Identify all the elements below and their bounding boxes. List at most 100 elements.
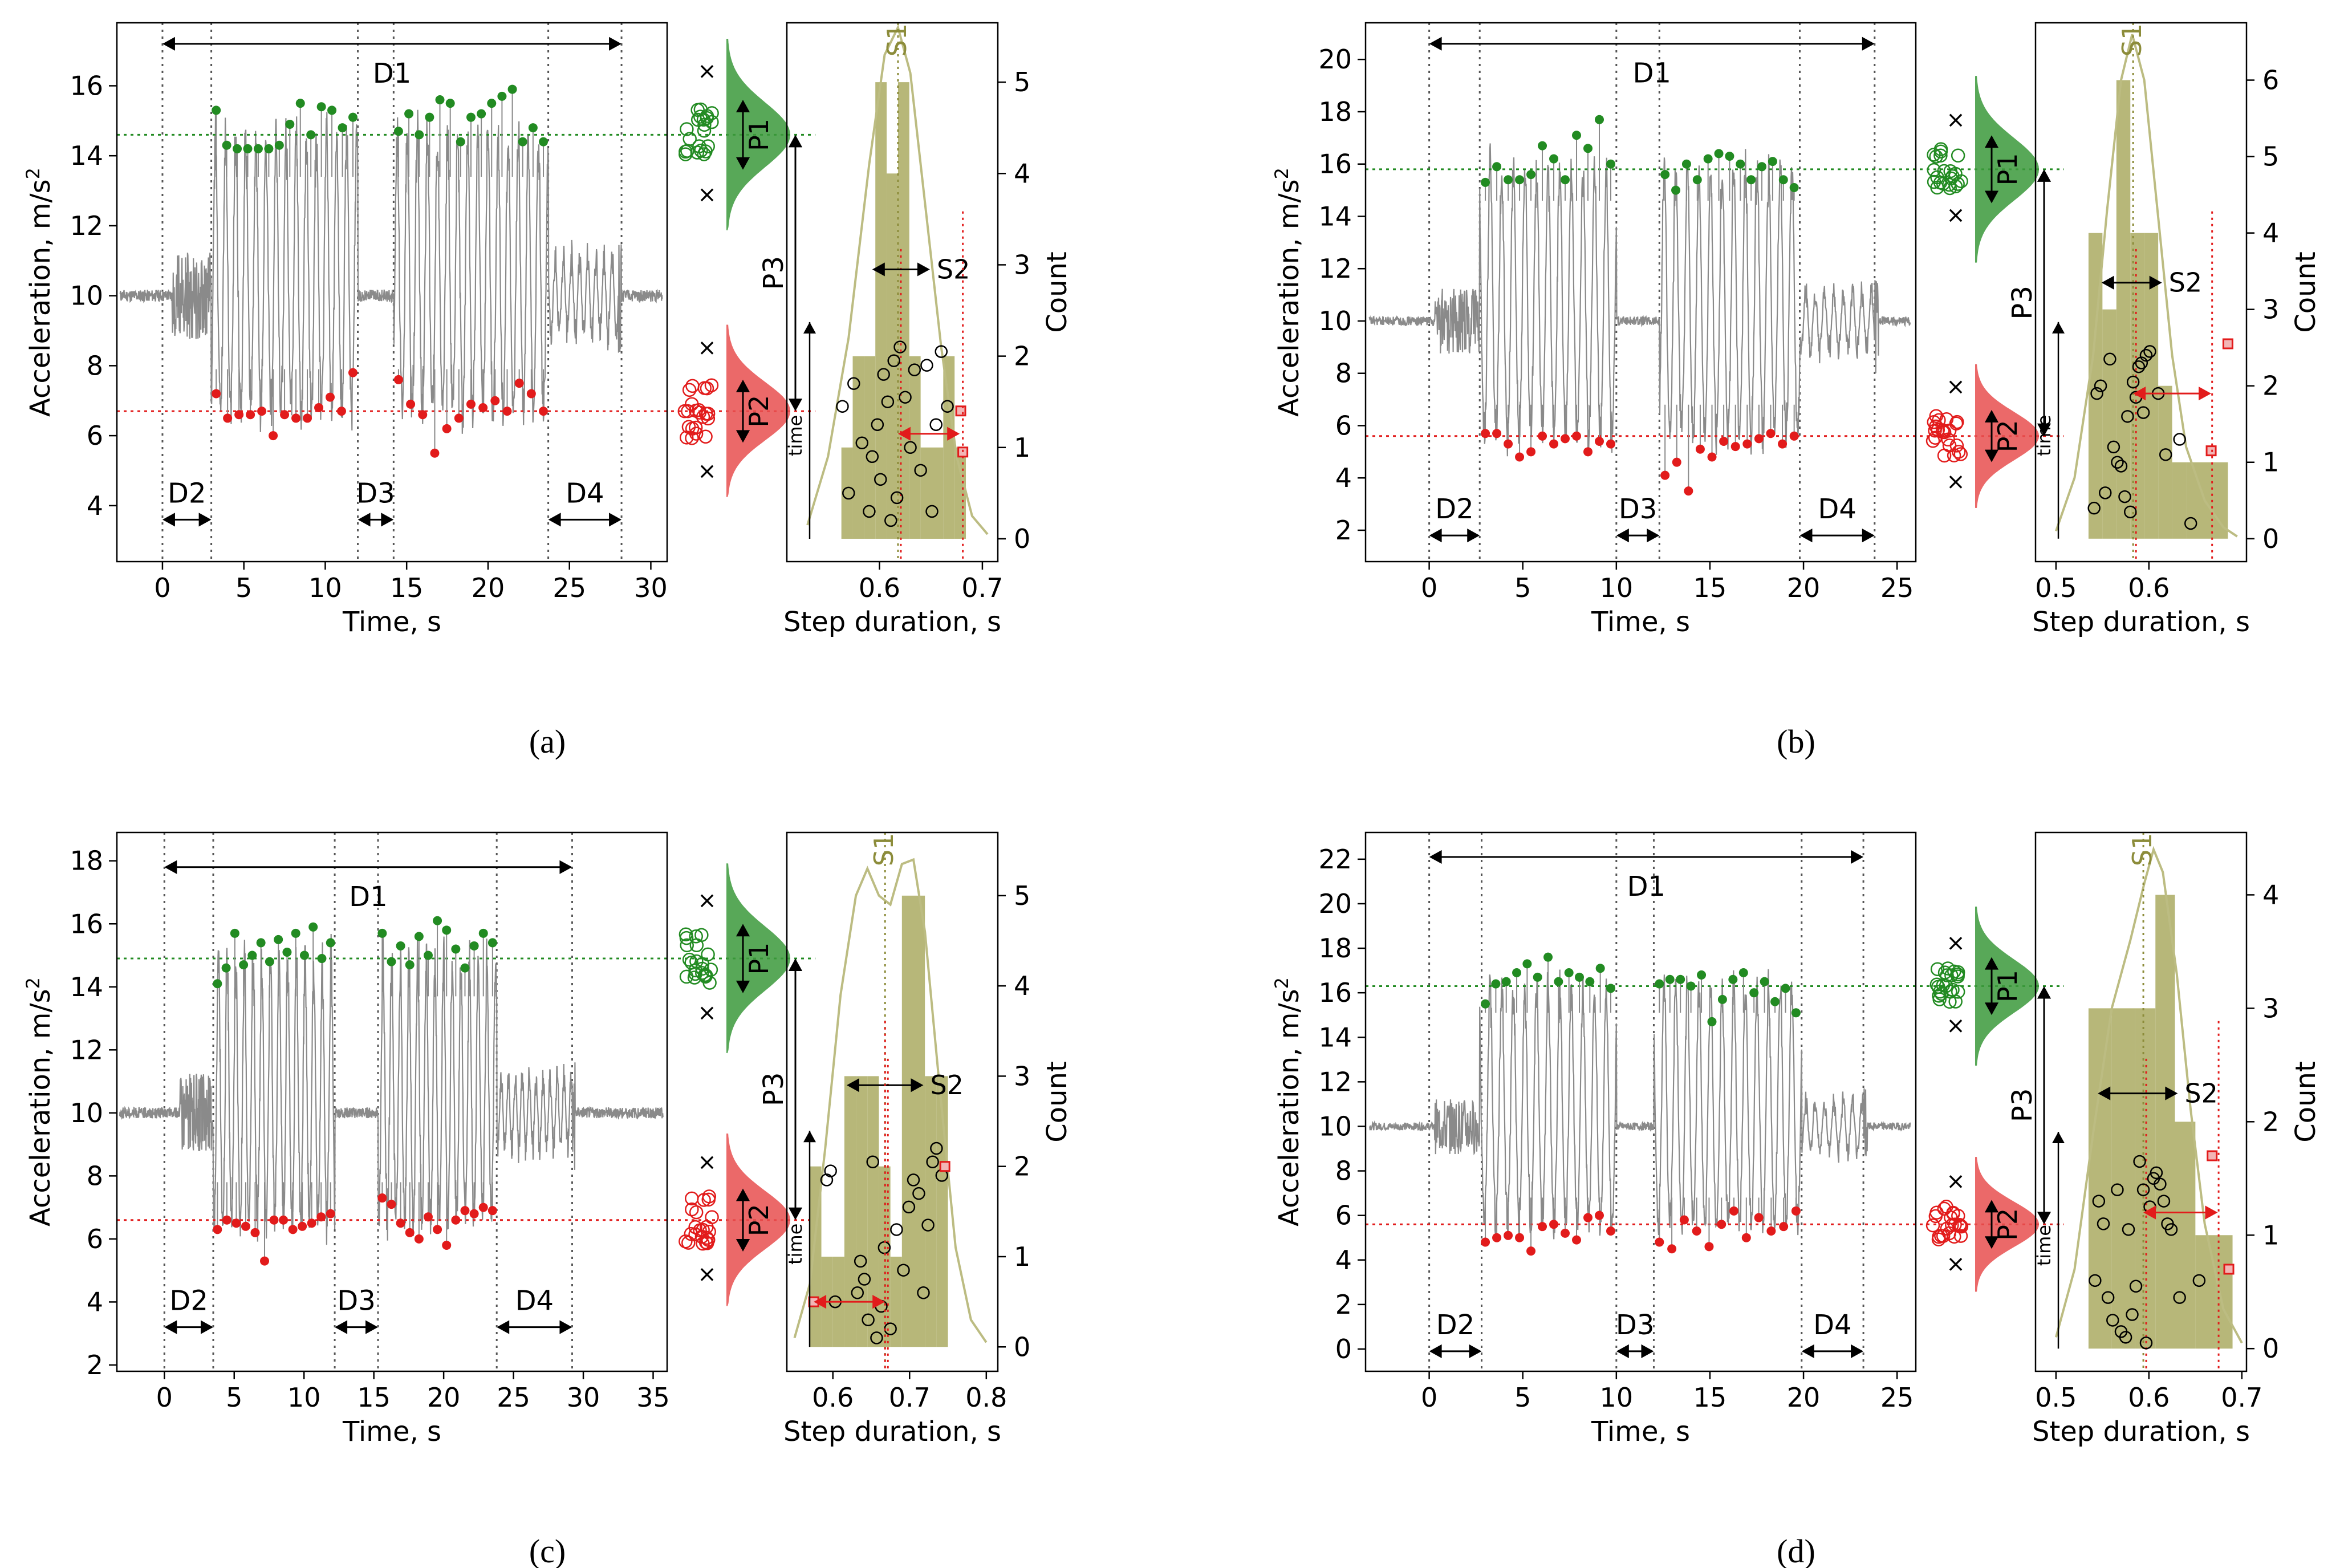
step-duration-plot: S1 S2 time 0.5 0.6 0.70 1 2 3 4 Step duration, s Co… [2032,831,2322,1448]
low-peak-point [213,1225,222,1234]
p3-arrow-head-up [2037,986,2051,999]
low-peak-point [1504,1230,1513,1240]
low-peak-point [1778,439,1788,449]
low-peak-point [1741,1233,1751,1242]
x-tick-label: 20 [1787,1382,1821,1413]
outlier-marker: × [697,1149,717,1175]
high-peak-point [1725,151,1734,161]
high-peak-point [393,127,403,136]
outlier-marker: × [697,58,717,84]
p1-label: P1 [1992,970,2023,1002]
y-tick-label: 12 [1318,253,1352,284]
p2-arrow-head-up [736,1188,750,1201]
low-peak-point [1692,1226,1701,1236]
low-peak-point [336,407,346,416]
s2-label: S2 [930,1070,963,1100]
d3-label: D3 [1616,1309,1655,1341]
histogram-bar [897,82,909,539]
p1-density [1975,76,2040,263]
y-tick-label: 8 [87,350,103,381]
high-peak-point [1789,183,1799,193]
step-point [921,1218,935,1232]
s2-arrow-head-left [2101,275,2114,290]
low-scatter-point [681,404,695,419]
low-peak-point [1730,442,1740,452]
y-tick-label: 0 [1014,1331,1030,1362]
high-peak-point [348,112,358,122]
step-point [2090,387,2103,400]
y-tick-label: 2 [1014,341,1030,372]
high-peak-point [1707,1017,1717,1026]
d2-arrow-head-right [200,1320,213,1334]
high-peak-point [423,950,433,960]
high-peak-point [1512,968,1522,978]
low-scatter-point [1928,430,1943,445]
low-peak-point [257,407,267,416]
d3-label: D3 [337,1285,376,1317]
high-peak-point [213,979,222,989]
high-scatter-point [1932,992,1947,1006]
d1-arrow-head-left [1429,36,1442,51]
p1-arrow-head-up [1984,135,1999,148]
high-peak-point [1492,162,1502,172]
p1-arrow-head-down [1984,190,1999,204]
y-tick-label: 14 [70,140,103,171]
high-peak-point [1717,994,1727,1004]
outlier-marker: × [1946,1013,1965,1039]
high-peak-point [1728,974,1738,984]
high-peak-point [264,144,274,153]
outlier-arrow-head-left [2133,387,2146,401]
low-peak-point [396,1218,405,1228]
x-tick-label: 25 [553,572,586,603]
x-axis-label: Time, s [1591,606,1690,638]
x-tick-label: 25 [497,1382,530,1413]
high-scatter-point [1943,994,1957,1009]
y-tick-label: 4 [1014,158,1030,189]
low-scatter-point [1954,1219,1969,1234]
accel-plot: 0 5 10 15 20 25 30 35 2 4 6 8 10 12 14 16 18 Time, s Accel… [22,831,815,1448]
step-point [935,345,948,358]
histogram-bar [841,447,853,539]
low-peak-point [406,399,416,409]
low-scatter-point [700,1236,714,1250]
d4-arrow-head-left [548,513,561,527]
step-point [2114,460,2128,473]
high-peak-point [1749,988,1759,998]
peak-distribution: × × × × P1 P2 P3 [1925,76,2051,508]
high-peak-point [377,928,387,938]
panel-caption: (a) [529,723,566,760]
y-tick-label: 2 [1335,515,1352,546]
high-peak-point [308,922,318,932]
low-scatter-point [702,1189,716,1204]
y-tick-label: 14 [70,972,103,1002]
high-peak-point [316,102,326,112]
p3-label: P3 [2006,1088,2038,1122]
low-peak-point [514,379,524,388]
kde-curve [793,858,988,1343]
step-point [2121,410,2134,423]
outlier-step-point [2223,1264,2235,1275]
p2-label: P2 [744,1204,774,1236]
step-point [2094,379,2107,392]
low-peak-point [260,1256,270,1266]
y-tick-label: 0 [1014,523,1030,554]
d2-label: D2 [168,477,206,509]
x-tick-label: 25 [1880,572,1914,603]
histogram-bar [925,1076,937,1347]
x-axis-label: Step duration, s [2032,606,2250,638]
histogram-bar [2213,462,2228,539]
high-peak-point [1686,981,1696,991]
high-scatter-point [1951,967,1965,982]
low-peak-point [478,1203,488,1212]
histogram-bar [913,895,925,1347]
y-tick-label: 2 [1335,1289,1352,1320]
y-tick-label: 12 [70,210,103,241]
low-peak-point [1655,1237,1664,1247]
p1-arrow-head-down [736,980,750,993]
x-tick-label: 15 [390,572,424,603]
step-point [914,464,927,477]
p2-density [726,324,791,498]
low-peak-point [1754,1213,1764,1222]
low-scatter-point [1950,415,1964,429]
